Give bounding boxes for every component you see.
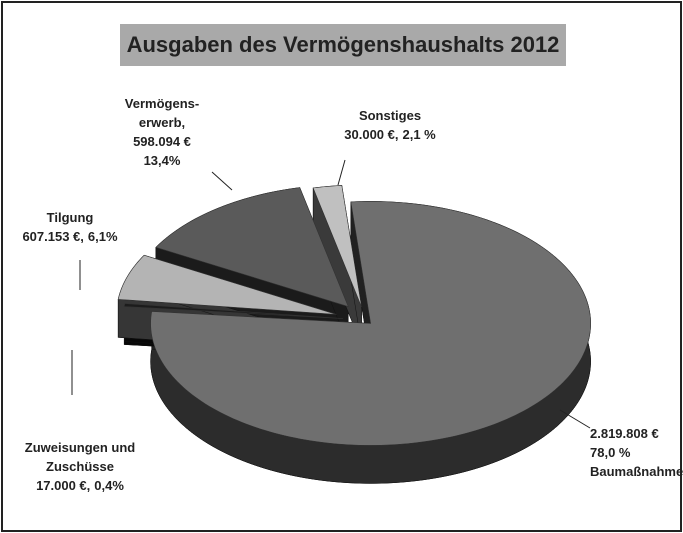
label-part: Baumaßnahmen xyxy=(590,464,683,479)
chart-title: Ausgaben des Vermögenshaushalts 2012 xyxy=(127,32,560,57)
slice-label: Tilgung 607.153 €, 6,1% xyxy=(22,210,118,244)
slice-label: Vermögens-erwerb, 598.094 € 13,4% xyxy=(125,96,199,168)
label-part: erwerb, xyxy=(139,115,185,130)
label-part: 0,4% xyxy=(94,478,124,493)
leader-line xyxy=(337,159,346,186)
slice xyxy=(123,303,344,319)
label-part: 598.094 € xyxy=(133,134,191,149)
slice-label: Zuweisungen und Zuschüsse 17.000 €, 0,4% xyxy=(25,440,136,493)
slice xyxy=(312,185,362,308)
labels: 2.819.808 € 78,0 % Baumaßnahmen Zuweisungen… xyxy=(22,96,683,493)
pie xyxy=(117,185,591,484)
leader-line xyxy=(559,409,591,429)
label-part: Sonstiges xyxy=(359,108,421,123)
label-part: 13,4% xyxy=(144,153,181,168)
slice xyxy=(117,254,337,315)
label-part: 78,0 % xyxy=(590,445,631,460)
label-part: Vermögens- xyxy=(125,96,199,111)
title-box xyxy=(120,24,566,66)
label-part: Zuweisungen und xyxy=(25,440,136,455)
slice xyxy=(155,187,349,308)
label-part: 30.000 €, xyxy=(344,127,398,142)
label-part: Tilgung xyxy=(47,210,94,225)
label-part: 17.000 €, xyxy=(36,478,90,493)
label-part: Zuschüsse xyxy=(46,459,114,474)
slice-label: Sonstiges 30.000 €, 2,1 % xyxy=(344,108,436,142)
label-part: 2,1 % xyxy=(402,127,436,142)
label-part: 6,1% xyxy=(88,229,118,244)
label-part: 2.819.808 € xyxy=(590,426,659,441)
slice xyxy=(150,201,591,446)
slice-label: 2.819.808 € 78,0 % Baumaßnahmen xyxy=(590,426,683,479)
leader-line xyxy=(211,171,233,191)
label-part: 607.153 €, xyxy=(22,229,83,244)
